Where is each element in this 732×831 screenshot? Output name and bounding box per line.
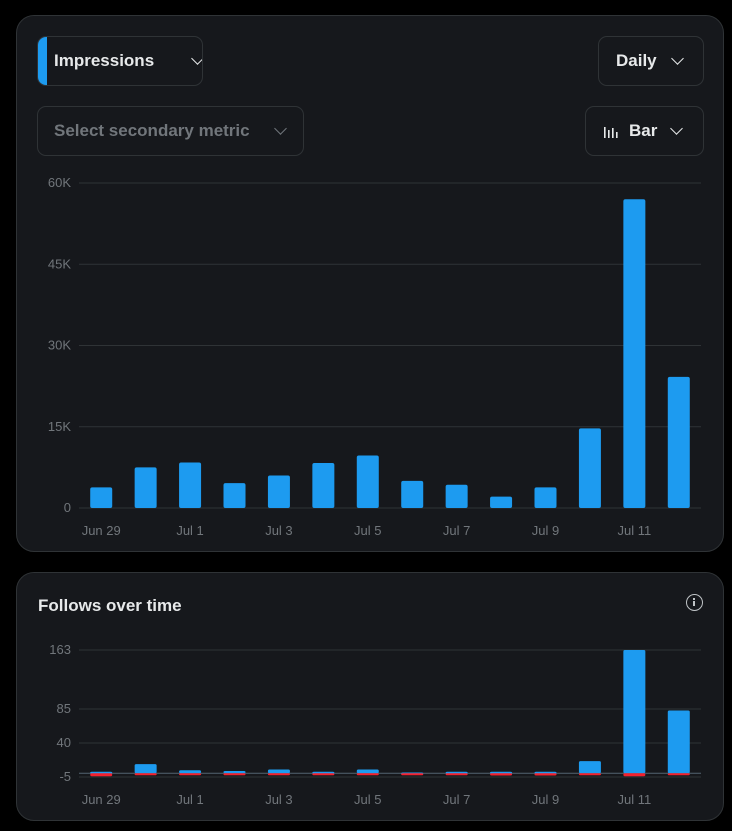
chart-bar [134,467,157,508]
y-tick-label: -5 [59,769,71,784]
unfollows-bar [623,773,646,777]
follows-card: Follows over time -5 40 85 163 Jun 29 Jul 1 Ju… [16,572,724,821]
unfollows-bar [312,773,335,776]
y-tick-label: 0 [64,500,71,515]
period-label: Daily [616,51,657,70]
chart-bar [667,376,690,508]
unfollows-bar [401,773,424,776]
unfollows-bar [490,773,513,776]
metric-color-indicator [38,37,47,85]
secondary-metric-placeholder: Select secondary metric [54,121,250,140]
x-tick-label: Jul 5 [354,523,381,538]
unfollows-bar [534,773,557,776]
y-tick-label: 40 [57,735,71,750]
primary-metric-label: Impressions [54,51,155,70]
x-tick-label: Jul 7 [443,523,470,538]
follows-bar [267,769,290,774]
unfollows-bar [356,773,379,776]
chart-bar [312,463,335,508]
unfollows-bar [134,773,157,776]
follows-bar [356,769,379,774]
chart-bar [401,480,424,508]
x-tick-label: Jul 11 [617,523,651,538]
y-tick-label: 163 [49,642,71,657]
y-tick-label: 30K [48,338,71,353]
secondary-metric-dropdown[interactable]: Select secondary metric [37,106,304,156]
x-tick-label: Jul 9 [532,523,559,538]
follows-bar [223,770,246,774]
follows-bar [134,764,157,774]
follows-bar [534,771,557,774]
follows-bar [623,650,646,774]
period-dropdown[interactable]: Daily [598,36,704,86]
chart-bar [490,496,513,508]
follows-bar [179,770,202,774]
chart-bar [534,487,557,508]
follows-bar [490,771,513,774]
x-tick-label: Jul 7 [443,792,470,807]
follows-bar [90,771,113,774]
chart-bar [356,455,379,508]
chart-bar [267,475,290,508]
x-tick-label: Jul 3 [265,523,292,538]
y-tick-label: 85 [57,701,71,716]
follows-bar [667,710,690,774]
primary-metric-dropdown[interactable]: Impressions [37,36,203,86]
x-tick-label: Jun 29 [82,523,121,538]
x-tick-label: Jul 9 [532,792,559,807]
follows-bar [445,771,468,774]
follows-bar [578,761,601,774]
follows-chart-title: Follows over time [38,596,182,615]
chart-bar [445,484,468,508]
x-tick-label: Jul 11 [617,792,651,807]
x-tick-label: Jul 5 [354,792,381,807]
y-tick-label: 60K [48,175,71,190]
chart-type-label: Bar [629,121,658,140]
x-tick-label: Jul 1 [176,523,203,538]
chart-bar [578,428,601,508]
y-tick-label: 45K [48,256,71,271]
chart-bar [623,199,646,508]
chart-bar [90,487,113,508]
unfollows-bar [445,773,468,776]
x-tick-label: Jul 1 [176,792,203,807]
unfollows-bar [179,773,202,776]
chart-type-dropdown[interactable]: Bar [585,106,704,156]
bar-chart-icon [604,127,618,138]
unfollows-bar [223,773,246,776]
unfollows-bar [90,773,113,777]
impressions-card: Impressions Daily Select secondary metri… [16,15,724,552]
x-tick-label: Jun 29 [82,792,121,807]
follows-bar-chart: -5 40 85 163 Jun 29 Jul 1 Jul 3 Jul 5 Jul 7 Jul 9… [49,642,701,807]
unfollows-bar [578,773,601,776]
chart-bar [223,483,246,508]
unfollows-bar [267,773,290,776]
info-icon[interactable] [686,594,703,611]
x-tick-label: Jul 3 [265,792,292,807]
chart-bar [179,462,202,508]
follows-bar [312,771,335,774]
y-tick-label: 15K [48,419,71,434]
unfollows-bar [667,773,690,776]
impressions-bar-chart: 0 15K 30K 45K 60K Jun 29 Jul 1 Jul 3 Jul 5 Jul 7 J… [48,175,701,538]
